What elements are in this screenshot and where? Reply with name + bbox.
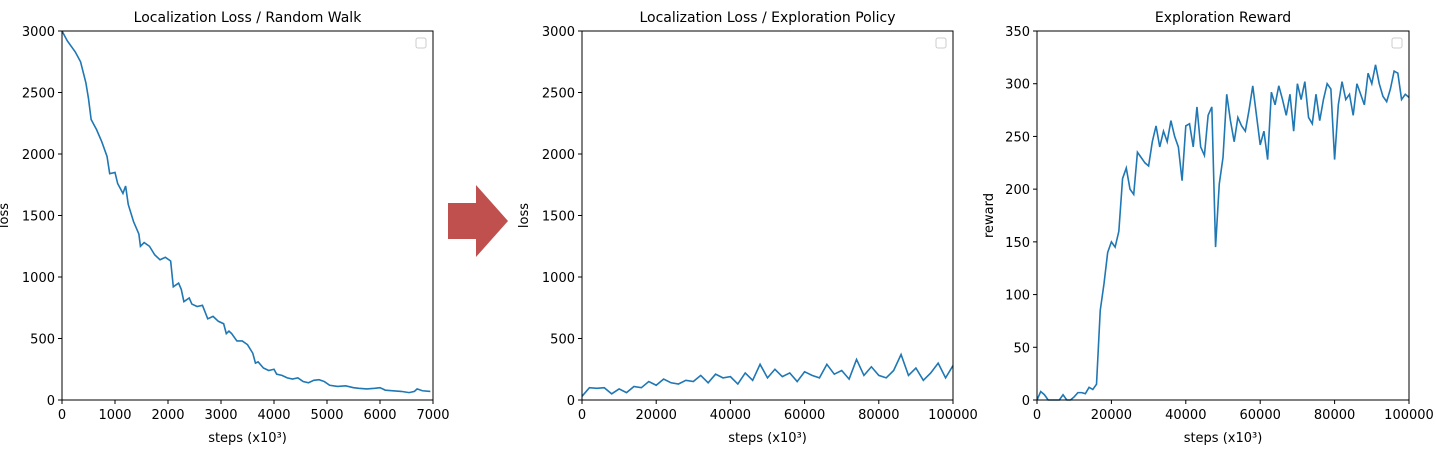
y-tick-label: 150	[1005, 236, 1030, 251]
x-tick-label: 5000	[310, 408, 343, 423]
x-tick-label: 4000	[257, 408, 290, 423]
x-tick-label: 0	[578, 408, 586, 423]
y-tick-label: 3000	[22, 25, 55, 40]
y-tick-label: 0	[1022, 394, 1030, 409]
x-tick-label: 0	[58, 408, 66, 423]
x-tick-label: 60000	[784, 408, 825, 423]
y-tick-label: 2000	[542, 148, 575, 163]
y-axis-label: reward	[982, 193, 997, 238]
x-tick-label: 60000	[1240, 408, 1281, 423]
x-axis-label: steps (x10³)	[728, 431, 807, 446]
y-tick-label: 100	[1005, 289, 1030, 304]
y-tick-label: 2500	[542, 87, 575, 102]
empty-legend	[935, 37, 947, 49]
y-tick-label: 0	[567, 394, 575, 409]
y-tick-label: 1000	[22, 271, 55, 286]
x-tick-label: 3000	[204, 408, 237, 423]
y-tick-label: 200	[1005, 183, 1030, 198]
y-tick-label: 1000	[542, 271, 575, 286]
x-axis-label: steps (x10³)	[1184, 431, 1263, 446]
x-tick-label: 100000	[1384, 408, 1434, 423]
y-axis-label: loss	[0, 203, 12, 228]
plot-frame	[1036, 30, 1410, 401]
y-tick-label: 0	[47, 394, 55, 409]
y-tick-label: 500	[30, 333, 55, 348]
x-tick-label: 80000	[858, 408, 899, 423]
y-tick-label: 3000	[542, 25, 575, 40]
x-tick-label: 2000	[151, 408, 184, 423]
x-tick-label: 100000	[928, 408, 978, 423]
x-tick-label: 6000	[363, 408, 396, 423]
data-line	[61, 30, 431, 394]
x-tick-label: 7000	[416, 408, 449, 423]
x-tick-label: 40000	[710, 408, 751, 423]
empty-legend	[415, 37, 427, 49]
y-tick-label: 250	[1005, 130, 1030, 145]
arrow	[448, 185, 508, 257]
y-tick-label: 2500	[22, 87, 55, 102]
data-line	[581, 352, 954, 397]
chart-title: Localization Loss / Random Walk	[134, 10, 363, 26]
plot-frame	[61, 30, 434, 401]
data-line	[1036, 64, 1410, 401]
y-tick-label: 50	[1013, 341, 1030, 356]
x-tick-label: 20000	[636, 408, 677, 423]
y-axis-label: loss	[517, 203, 532, 228]
y-tick-label: 300	[1005, 78, 1030, 93]
empty-legend	[1391, 37, 1403, 49]
x-tick-label: 0	[1033, 408, 1041, 423]
y-tick-label: 1500	[22, 210, 55, 225]
x-tick-label: 1000	[98, 408, 131, 423]
x-axis-label: steps (x10³)	[208, 431, 287, 446]
y-tick-label: 350	[1005, 25, 1030, 40]
x-tick-label: 20000	[1091, 408, 1132, 423]
x-tick-label: 40000	[1165, 408, 1206, 423]
y-tick-label: 1500	[542, 210, 575, 225]
x-tick-label: 80000	[1314, 408, 1355, 423]
plot-frame	[581, 30, 954, 401]
y-tick-label: 500	[550, 333, 575, 348]
chart-title: Localization Loss / Exploration Policy	[639, 10, 895, 26]
y-tick-label: 2000	[22, 148, 55, 163]
chart-title: Exploration Reward	[1155, 10, 1291, 26]
